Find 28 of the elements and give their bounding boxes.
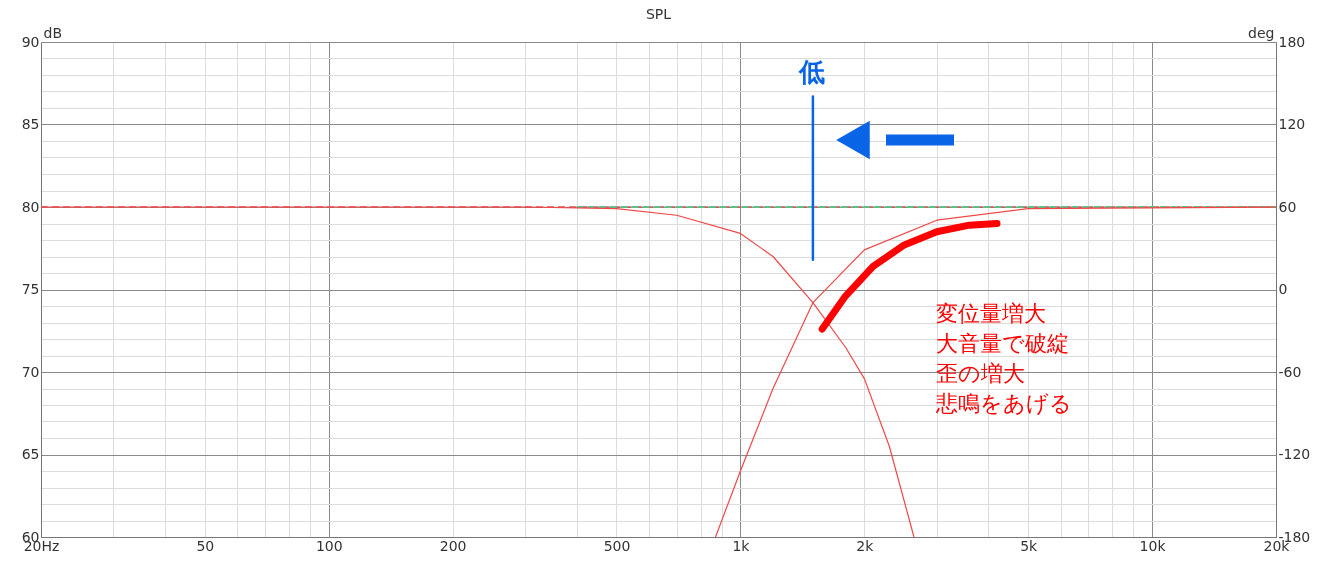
x-tick-label: 1k bbox=[732, 537, 751, 554]
y2-tick-label: -120 bbox=[1278, 446, 1311, 462]
annotation: 大音量で破綻 bbox=[936, 331, 1069, 356]
y-tick-label: 85 bbox=[21, 116, 40, 132]
x-tick-label: 50 bbox=[196, 537, 215, 554]
x-tick-label: 100 bbox=[315, 537, 343, 554]
y-tick-label: 75 bbox=[21, 281, 40, 297]
x-tick-label: 2k bbox=[856, 537, 875, 554]
y-tick-label: 65 bbox=[21, 446, 40, 462]
annotation: 低 bbox=[798, 57, 825, 87]
chart-title: SPL bbox=[645, 6, 672, 22]
x-tick-label: 500 bbox=[603, 537, 631, 554]
y2-tick-label: -60 bbox=[1278, 363, 1302, 380]
y2-tick-label: 120 bbox=[1278, 116, 1306, 132]
x-tick-label: 200 bbox=[439, 537, 467, 554]
annotation: 悲鳴をあげる bbox=[935, 391, 1072, 416]
annotation: 変位量増大 bbox=[936, 301, 1046, 326]
y-tick-label: 90 bbox=[21, 33, 40, 50]
y-tick-label: 70 bbox=[21, 363, 40, 380]
y2-axis-title: deg bbox=[1248, 24, 1275, 41]
x-tick-label: 5k bbox=[1020, 537, 1039, 554]
y2-tick-label: 60 bbox=[1278, 198, 1297, 215]
x-tick-label: 10k bbox=[1139, 537, 1167, 554]
annotation: 歪の増大 bbox=[936, 361, 1025, 386]
y-axis-title: dB bbox=[43, 24, 62, 41]
y2-tick-label: 0 bbox=[1278, 281, 1288, 297]
y2-tick-label: 180 bbox=[1278, 33, 1306, 50]
y-tick-label: 80 bbox=[21, 198, 40, 215]
